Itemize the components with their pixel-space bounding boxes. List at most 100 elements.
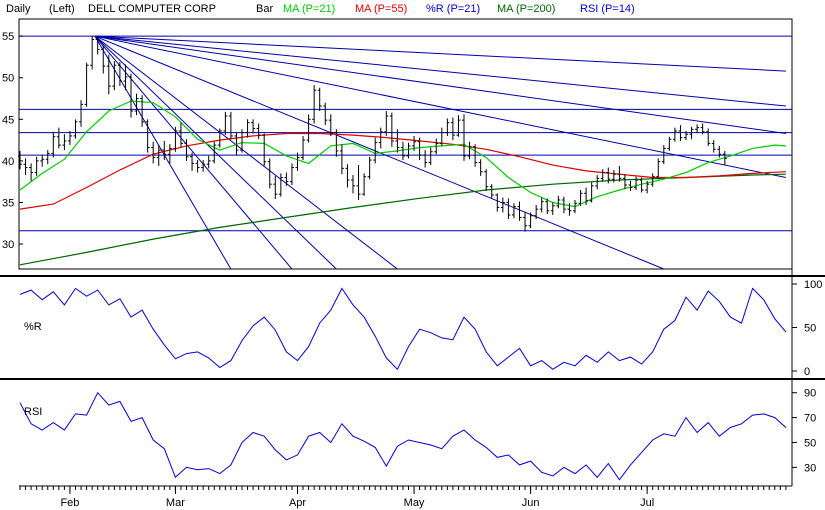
price-bar [523,211,528,232]
price-bar [362,173,367,196]
price-bar [295,152,300,171]
price-bar [500,197,505,213]
price-bar [611,170,616,183]
ma200-line [19,173,786,266]
price-bar [106,54,111,95]
month-label: Jul [640,497,654,509]
pctr-tick-label: 0 [804,366,810,378]
price-bar [456,115,461,137]
price-bar [511,203,516,219]
price-bar [473,144,478,167]
price-bar [167,144,172,164]
price-bar [439,127,444,146]
price-bar [245,119,250,138]
month-label: Apr [289,497,306,509]
price-bar [228,111,233,140]
price-bar [539,197,544,213]
price-bar [684,130,688,141]
pctr-tick-label: 50 [804,323,816,335]
price-bar [678,125,683,141]
price-tick-label: 35 [2,197,14,209]
rsi-tick-label: 50 [804,437,816,449]
price-bar [328,114,333,136]
price-bar [622,174,627,190]
price-bar [478,159,483,176]
price-bar [240,129,244,153]
price-bar [356,165,361,200]
price-tick-label: 55 [2,31,14,43]
fan-line [94,35,786,134]
price-bar [323,102,328,126]
price-bar [550,202,555,215]
price-bar [528,212,533,229]
fan-line [94,35,786,107]
price-bar [84,62,89,107]
price-bar [462,114,466,161]
price-bar [278,173,283,197]
price-bar [561,196,566,214]
price-bar [595,175,600,190]
price-bar [101,45,106,74]
price-bar [95,36,100,55]
price-bar [151,141,156,164]
price-bar [45,150,50,165]
price-bar [195,160,200,173]
price-bar [556,195,561,209]
price-bar [90,36,95,70]
price-bar [628,180,633,191]
price-bar [717,145,722,158]
price-bar [201,160,206,172]
price-bar [29,163,34,181]
price-bar [156,145,161,166]
price-bars [18,36,727,232]
price-bar [639,177,644,193]
price-bar [317,87,322,111]
legend-bar: Bar [256,3,273,15]
price-bar [234,131,239,156]
price-bar [412,135,417,151]
price-bar [545,198,550,215]
price-bar [34,156,39,176]
price-bar [495,193,500,212]
price-bar [423,150,428,168]
price-bar [345,164,350,188]
price-bar [217,128,222,148]
price-tick-label: 45 [2,114,14,126]
price-bar [251,119,256,134]
price-bar [695,124,700,133]
price-bar [428,147,433,166]
price-bar [129,73,133,118]
date-axis: Feb Mar Apr May Jun Jul [19,486,787,509]
price-bar [672,127,677,142]
price-bar [123,64,128,91]
price-bar [334,129,339,157]
price-bar [173,126,178,152]
pctr-axis: 0 50 100 [792,279,822,378]
price-bar [656,158,661,180]
price-bar [62,134,67,151]
pctr-layer [19,287,787,371]
price-bar [256,123,261,140]
price-bar [351,175,355,194]
rsi-layer [19,391,787,481]
price-bar [301,135,306,161]
rsi-line [19,391,787,481]
price-bar [40,155,45,167]
period-label: Daily [6,3,31,15]
price-bar [206,155,211,169]
price-bar [467,141,472,160]
rsi-panel-label: RSI [24,406,42,418]
price-bar [445,118,450,136]
price-panel-frame [18,18,793,270]
price-bar [489,184,494,199]
price-bar [661,145,666,165]
price-bar [650,173,655,187]
price-bar [378,127,383,149]
price-bar [18,150,22,170]
price-bar [517,201,522,221]
price-bar [73,119,78,139]
price-bar [223,111,228,136]
price-bar [689,126,694,140]
price-bar [190,152,195,171]
ma200-layer [19,173,786,266]
